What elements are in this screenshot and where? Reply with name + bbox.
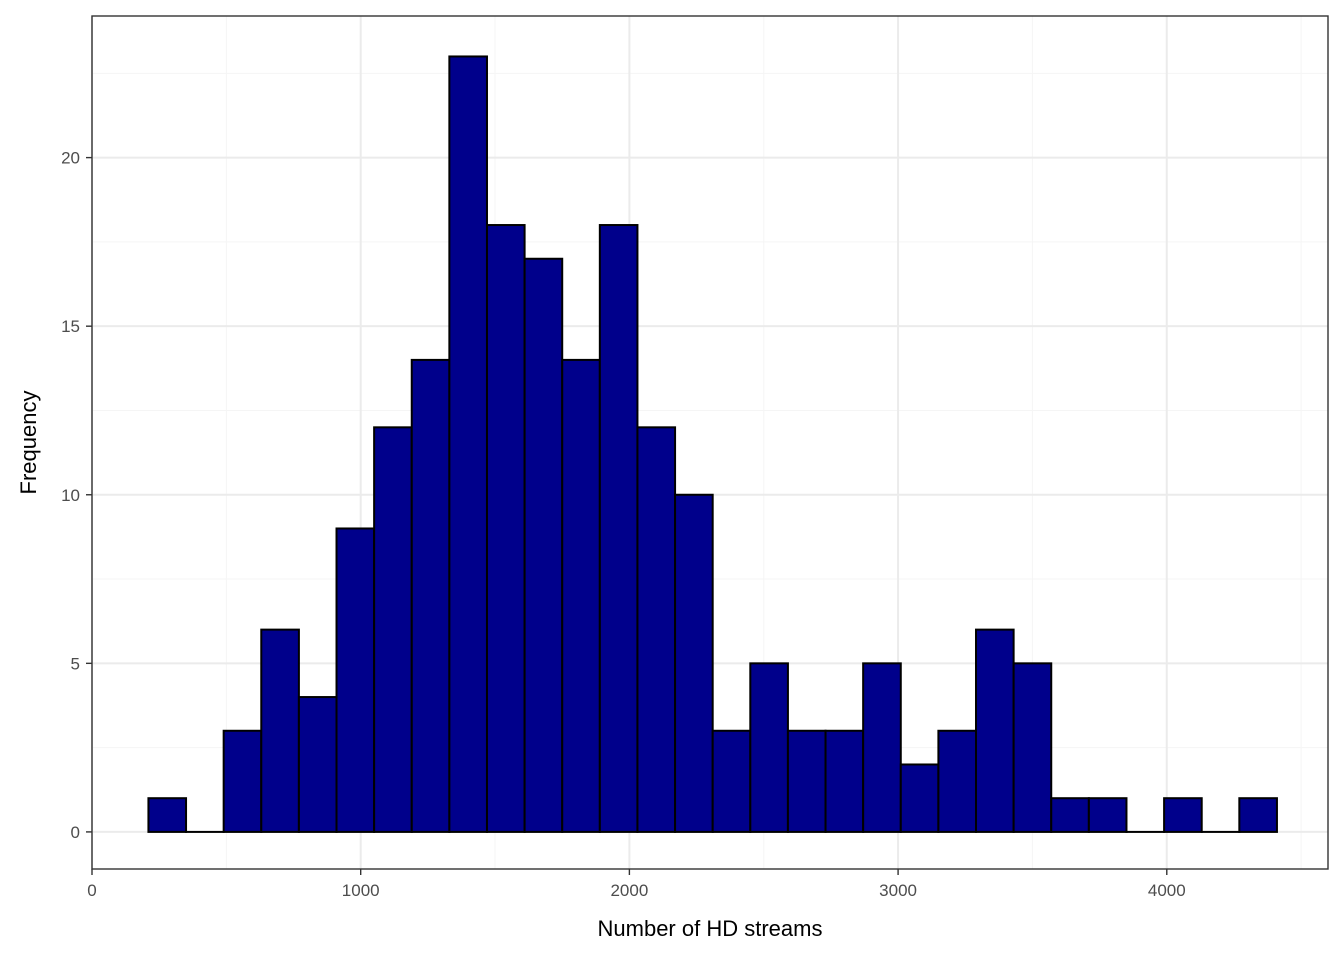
- histogram-bar: [1238, 797, 1278, 833]
- x-tick-label: 2000: [610, 881, 648, 900]
- histogram-bar: [147, 797, 188, 833]
- histogram-bar: [1012, 662, 1053, 833]
- histogram-bar: [335, 527, 376, 833]
- y-tick-label: 5: [71, 654, 80, 673]
- y-axis-title: Frequency: [16, 391, 41, 495]
- histogram-bar: [260, 628, 300, 833]
- panel-border: [91, 15, 1329, 870]
- histogram-bar: [561, 358, 601, 833]
- x-tick-label: 4000: [1148, 881, 1186, 900]
- histogram-bar: [297, 696, 338, 833]
- histogram-bar: [1050, 797, 1090, 833]
- x-tick-label: 0: [87, 881, 96, 900]
- histogram-bar: [1087, 797, 1128, 833]
- histogram-bar: [862, 662, 902, 833]
- histogram-bar: [937, 729, 978, 833]
- x-tick-label: 3000: [879, 881, 917, 900]
- x-axis: 0 1000 2000 3000 4000: [87, 869, 1186, 900]
- y-axis: 0 5 10 15 20: [61, 149, 92, 842]
- x-axis-title: Number of HD streams: [598, 916, 823, 941]
- histogram-bar: [1163, 797, 1203, 833]
- y-tick-label: 0: [71, 823, 80, 842]
- histogram-bar: [824, 729, 865, 833]
- histogram-bar: [485, 224, 526, 833]
- y-tick-label: 15: [61, 317, 80, 336]
- histogram-bar: [598, 224, 639, 833]
- histogram-bar: [975, 628, 1015, 833]
- y-tick-label: 20: [61, 149, 80, 168]
- histogram-bar: [749, 662, 789, 833]
- histogram-bar: [222, 729, 263, 833]
- histogram-bar: [636, 426, 677, 833]
- histogram-bar: [410, 358, 451, 833]
- histogram-bar: [711, 729, 752, 833]
- histogram-bar: [448, 55, 488, 833]
- histogram-bar: [523, 257, 564, 833]
- histogram-bar: [674, 493, 714, 833]
- x-tick-label: 1000: [342, 881, 380, 900]
- histogram-bar: [899, 763, 940, 833]
- histogram-bars: [147, 55, 1278, 833]
- y-tick-label: 10: [61, 486, 80, 505]
- histogram-bar: [373, 426, 413, 833]
- histogram-bar: [786, 729, 827, 833]
